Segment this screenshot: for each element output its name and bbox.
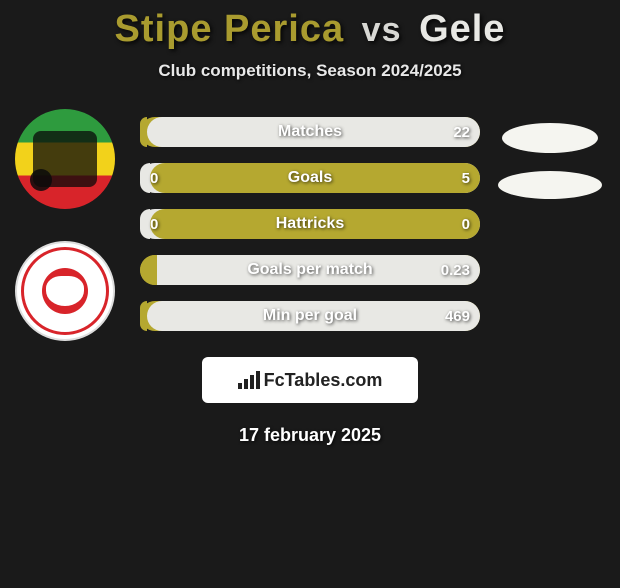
stat-label: Matches [140, 123, 480, 141]
player1-club-badge [15, 109, 115, 209]
badges-column [10, 109, 120, 341]
stat-bar: Goals per match0.23 [140, 255, 480, 285]
vs-text: vs [362, 11, 402, 49]
source-logo-text: FcTables.com [264, 370, 383, 391]
bars-icon [238, 371, 260, 389]
stat-value-right: 469 [445, 308, 470, 325]
decorative-oval [502, 123, 598, 153]
stat-value-right: 0 [462, 216, 470, 233]
subtitle: Club competitions, Season 2024/2025 [0, 61, 620, 81]
player1-name: Stipe Perica [115, 8, 345, 50]
stat-value-right: 5 [462, 170, 470, 187]
content-area: Matches22Goals05Hattricks00Goals per mat… [0, 117, 620, 446]
stat-label: Min per goal [140, 307, 480, 325]
stat-label: Goals per match [140, 261, 480, 279]
stat-value-left: 0 [150, 216, 158, 233]
stat-value-left: 0 [150, 170, 158, 187]
stat-value-right: 22 [453, 124, 470, 141]
stat-label: Goals [140, 169, 480, 187]
stat-bars: Matches22Goals05Hattricks00Goals per mat… [140, 117, 480, 331]
page-title: Stipe Perica vs Gele [0, 8, 620, 51]
stat-bar: Matches22 [140, 117, 480, 147]
stat-value-right: 0.23 [441, 262, 470, 279]
decorative-oval [498, 171, 602, 199]
stat-bar: Min per goal469 [140, 301, 480, 331]
stat-bar: Goals0 5 [140, 163, 480, 193]
stat-label: Hattricks [140, 215, 480, 233]
source-logo: FcTables.com [202, 357, 418, 403]
player2-club-badge [15, 241, 115, 341]
ovals-column [495, 123, 605, 199]
date-text: 17 february 2025 [0, 425, 620, 446]
player2-name: Gele [419, 8, 505, 50]
stat-bar: Hattricks0 0 [140, 209, 480, 239]
